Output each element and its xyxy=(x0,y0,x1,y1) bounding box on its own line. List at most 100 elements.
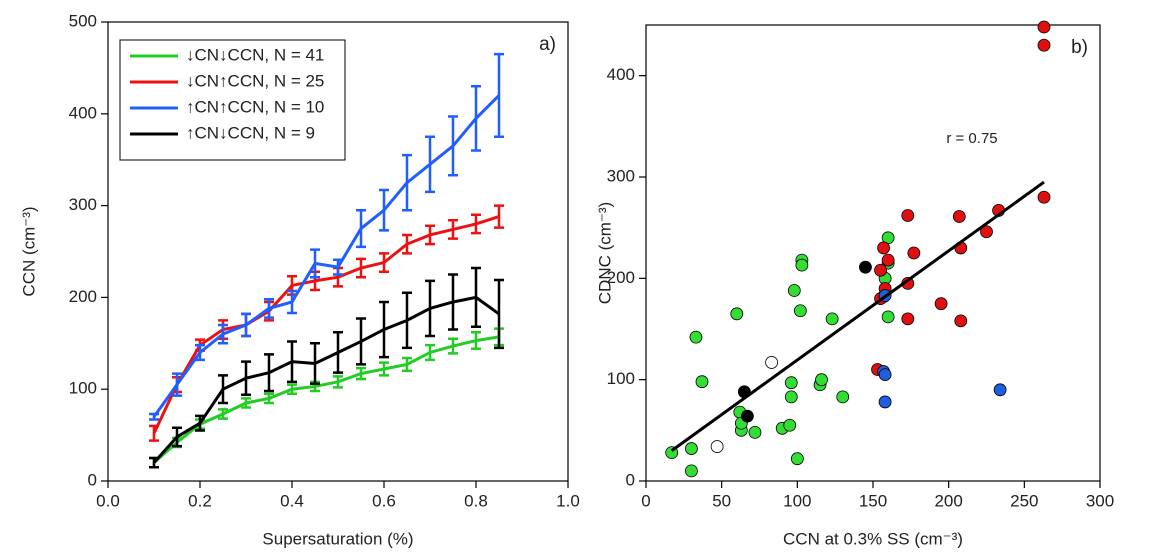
error-bar xyxy=(356,208,366,249)
error-bar xyxy=(425,343,435,362)
y-tick-label: 500 xyxy=(69,11,97,30)
scatter-point xyxy=(825,312,839,326)
error-bar xyxy=(402,356,412,373)
scatter-point xyxy=(793,304,807,318)
error-bar xyxy=(494,278,504,350)
x-tick-label: 50 xyxy=(712,491,731,510)
error-bar xyxy=(241,312,251,338)
scatter-point xyxy=(1037,190,1051,204)
error-bar xyxy=(356,257,366,279)
error-bar xyxy=(218,323,228,345)
error-bar xyxy=(379,252,389,273)
scatter-point xyxy=(836,390,850,404)
scatter-point xyxy=(695,375,709,389)
scatter-point xyxy=(689,330,703,344)
scatter-point xyxy=(952,210,966,223)
error-bar xyxy=(149,456,159,469)
error-bar xyxy=(494,52,504,138)
x-tick-label: 300 xyxy=(1086,491,1114,510)
x-axis-label: CCN at 0.3% SS (cm⁻³) xyxy=(783,529,963,548)
plot-frame xyxy=(645,24,1101,482)
y-tick-label: 400 xyxy=(607,65,635,84)
x-tick-label: 0.0 xyxy=(96,491,120,510)
error-bar xyxy=(310,342,320,385)
x-tick-label: 0.2 xyxy=(188,491,212,510)
y-tick-label: 100 xyxy=(69,379,97,398)
x-tick-label: 150 xyxy=(859,491,887,510)
y-tick-label: 300 xyxy=(69,195,97,214)
correlation-label: r = 0.75 xyxy=(946,130,997,147)
error-bar xyxy=(379,361,389,377)
error-bar xyxy=(287,383,297,396)
scatter-point xyxy=(859,260,872,274)
error-bar xyxy=(402,153,412,212)
x-tick-label: 0 xyxy=(641,491,650,510)
error-bar xyxy=(218,374,228,405)
error-bar xyxy=(172,372,182,397)
x-tick-label: 1.0 xyxy=(556,491,580,510)
error-bar xyxy=(264,353,274,393)
scatter-point xyxy=(795,258,809,272)
series-line xyxy=(152,94,501,418)
x-tick-label: 0.4 xyxy=(280,491,304,510)
scatter-point xyxy=(901,209,915,222)
series-line xyxy=(152,215,500,434)
legend-label: ↓CN↓CCN, N = 41 xyxy=(186,45,324,64)
error-bar xyxy=(264,297,274,319)
error-bar xyxy=(425,135,435,194)
scatter-point xyxy=(1037,38,1051,52)
trend-line xyxy=(670,180,1045,452)
error-bar xyxy=(287,340,297,384)
legend-label: ↑CN↑CCN, N = 10 xyxy=(186,97,324,116)
scatter-point xyxy=(980,225,993,239)
scatter-point xyxy=(765,356,779,369)
y-tick-label: 200 xyxy=(69,287,97,306)
error-bar xyxy=(333,331,343,374)
scatter-point xyxy=(1037,20,1051,34)
y-tick-label: 100 xyxy=(607,369,635,388)
scatter-point xyxy=(685,442,698,455)
y-tick-label: 400 xyxy=(69,103,97,122)
y-tick-label: 0 xyxy=(626,470,635,489)
scatter-point xyxy=(740,409,754,423)
error-bar xyxy=(333,375,343,389)
y-axis-label: CDNC (cm⁻³) xyxy=(595,202,614,304)
error-bar xyxy=(379,300,389,359)
scatter-point xyxy=(815,373,828,387)
y-tick-label: 200 xyxy=(607,268,635,287)
scatter-point xyxy=(710,440,724,453)
legend-label: ↑CN↓CCN, N = 9 xyxy=(186,123,315,142)
error-bar xyxy=(402,291,412,350)
series-line xyxy=(153,335,500,464)
y-axis-label: CCN (cm⁻³) xyxy=(19,206,38,296)
panel-label: a) xyxy=(539,34,556,55)
error-bar xyxy=(425,279,435,338)
error-bar xyxy=(149,412,159,421)
scatter-point xyxy=(730,307,744,321)
error-bar xyxy=(264,392,274,405)
scatter-point xyxy=(748,425,762,439)
error-bar xyxy=(471,85,481,152)
panel-label: b) xyxy=(1071,37,1088,58)
error-bar xyxy=(195,343,205,362)
scatter-point xyxy=(874,263,887,277)
error-bar xyxy=(471,266,481,329)
error-bar xyxy=(471,213,481,235)
scatter-point xyxy=(784,390,798,404)
legend-label: ↓CN↑CCN, N = 25 xyxy=(186,71,324,90)
error-bar xyxy=(471,331,481,351)
scatter-point xyxy=(685,464,698,478)
scatter-point xyxy=(784,376,798,390)
error-bar xyxy=(379,188,389,232)
scatter-point xyxy=(954,314,968,328)
error-bar xyxy=(494,204,504,229)
x-tick-label: 250 xyxy=(1010,491,1038,510)
x-tick-label: 0.6 xyxy=(372,491,396,510)
scatter-point xyxy=(907,246,921,260)
error-bar xyxy=(448,219,458,240)
error-bar xyxy=(287,289,297,315)
error-bar xyxy=(218,408,228,420)
scatter-point xyxy=(878,395,892,409)
scatter-point xyxy=(783,418,797,432)
x-tick-label: 200 xyxy=(934,491,962,510)
